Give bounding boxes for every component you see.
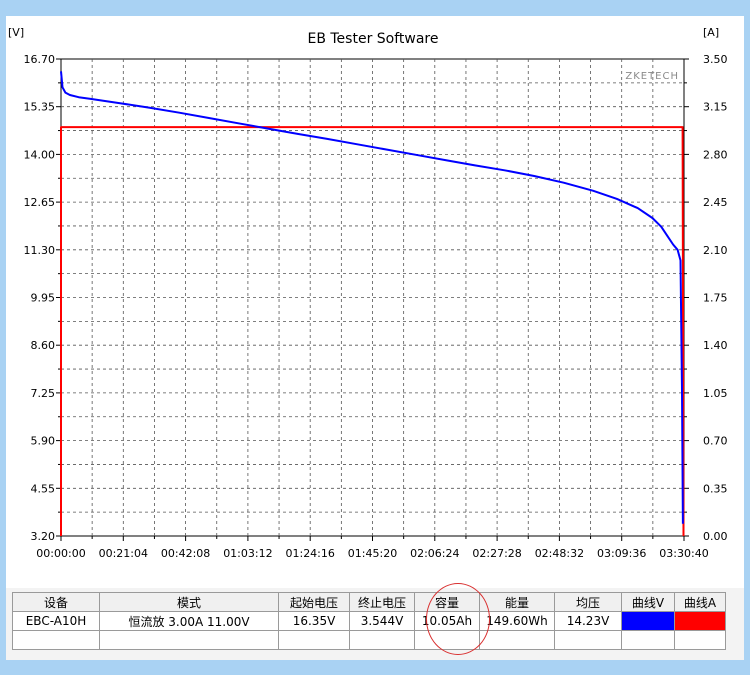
curve-a-color-swatch[interactable] — [674, 611, 726, 631]
chart-svg: [V] [A] EB Tester Software 00:00:00 00:21… — [8, 26, 728, 560]
y-right-tick-label: 2.10 — [703, 244, 728, 257]
voltage-series-line — [60, 71, 684, 524]
x-tick-label: 01:45:20 — [348, 547, 397, 560]
x-tick-label: 00:42:08 — [161, 547, 210, 560]
y-right-tick-label: 2.45 — [703, 196, 728, 209]
empty-cell — [278, 630, 350, 650]
cell-device: EBC-A10H — [12, 611, 100, 631]
y-right-tick-label: 0.70 — [703, 435, 728, 448]
empty-cell — [12, 630, 100, 650]
empty-row — [12, 630, 726, 650]
brand-watermark: ZKETECH — [625, 71, 679, 82]
cell-energy: 149.60Wh — [479, 611, 555, 631]
header-curve-a: 曲线A — [674, 592, 726, 612]
cell-mode: 恒流放 3.00A 11.00V — [99, 611, 279, 631]
empty-cell — [99, 630, 279, 650]
y-left-tick-label: 15.35 — [24, 101, 56, 114]
header-curve-v: 曲线V — [621, 592, 675, 612]
x-tick-label: 00:21:04 — [99, 547, 148, 560]
y-left-tick-label: 4.55 — [31, 482, 56, 495]
series — [60, 71, 685, 537]
x-tick-label: 02:27:28 — [472, 547, 521, 560]
header-row: 设备 模式 起始电压 终止电压 容量 能量 均压 曲线V 曲线A — [12, 592, 726, 612]
y-right-tick-label: 0.00 — [703, 530, 728, 543]
chart-panel: [V] [A] EB Tester Software 00:00:00 00:21… — [6, 16, 744, 588]
empty-cell — [414, 630, 480, 650]
y-right-tick-label: 0.35 — [703, 482, 728, 495]
x-tick-label: 00:00:00 — [36, 547, 85, 560]
x-tick-label: 03:30:40 — [659, 547, 708, 560]
x-tick-label: 01:03:12 — [223, 547, 272, 560]
y-left-tick-label: 7.25 — [31, 387, 56, 400]
y-left-tick-label: 16.70 — [24, 53, 56, 66]
y-left-tick-label: 14.00 — [24, 148, 56, 161]
x-tick-label: 01:24:16 — [285, 547, 334, 560]
empty-cell — [621, 630, 675, 650]
header-mode: 模式 — [99, 592, 279, 612]
y-right-tick-label: 1.40 — [703, 339, 728, 352]
y-left-tick-label: 12.65 — [24, 196, 56, 209]
y-right-tick-label: 3.15 — [703, 101, 728, 114]
header-start-voltage: 起始电压 — [278, 592, 350, 612]
empty-cell — [674, 630, 726, 650]
results-panel: 设备 模式 起始电压 终止电压 容量 能量 均压 曲线V 曲线A EBC-A10… — [6, 588, 744, 660]
curve-v-color-swatch[interactable] — [621, 611, 675, 631]
table-row[interactable]: EBC-A10H 恒流放 3.00A 11.00V 16.35V 3.544V … — [12, 611, 726, 631]
header-energy: 能量 — [479, 592, 555, 612]
header-capacity: 容量 — [414, 592, 480, 612]
y-left-tick-label: 5.90 — [31, 435, 56, 448]
cell-end-voltage: 3.544V — [349, 611, 415, 631]
cell-capacity: 10.05Ah — [414, 611, 480, 631]
y-left-tick-label: 9.95 — [31, 292, 56, 305]
grid — [61, 59, 684, 536]
y-left-tick-label: 3.20 — [31, 530, 56, 543]
axis-ticks — [56, 58, 689, 541]
empty-cell — [479, 630, 555, 650]
axis-labels: 00:00:00 00:21:04 00:42:08 01:03:12 01:24:16… — [24, 53, 728, 560]
y-left-tick-label: 8.60 — [31, 339, 56, 352]
x-tick-label: 02:48:32 — [535, 547, 584, 560]
chart-title: EB Tester Software — [307, 31, 438, 47]
header-end-voltage: 终止电压 — [349, 592, 415, 612]
right-axis-unit: [A] — [703, 26, 719, 39]
current-series-line — [60, 126, 685, 537]
y-right-tick-label: 1.05 — [703, 387, 728, 400]
cell-start-voltage: 16.35V — [278, 611, 350, 631]
x-tick-label: 02:06:24 — [410, 547, 459, 560]
left-axis-unit: [V] — [8, 26, 24, 39]
x-tick-label: 03:09:36 — [597, 547, 646, 560]
y-right-tick-label: 1.75 — [703, 292, 728, 305]
y-right-tick-label: 3.50 — [703, 53, 728, 66]
empty-cell — [554, 630, 622, 650]
empty-cell — [349, 630, 415, 650]
header-device: 设备 — [12, 592, 100, 612]
header-avg-voltage: 均压 — [554, 592, 622, 612]
y-left-tick-label: 11.30 — [24, 244, 56, 257]
cell-avg-voltage: 14.23V — [554, 611, 622, 631]
y-right-tick-label: 2.80 — [703, 148, 728, 161]
results-table: 设备 模式 起始电压 终止电压 容量 能量 均压 曲线V 曲线A EBC-A10… — [12, 592, 726, 650]
